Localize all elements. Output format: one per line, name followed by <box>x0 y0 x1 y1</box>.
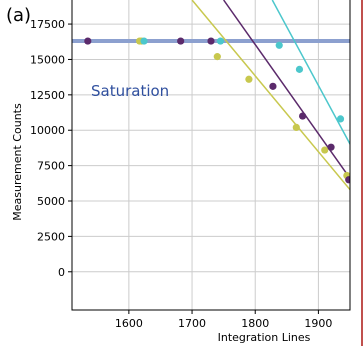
y-tick-label: 15000 <box>30 53 65 66</box>
y-axis-ticks: 0 2500 5000 7500 10000 12500 15000 17500 <box>30 18 72 279</box>
y-tick-label: 0 <box>58 266 65 279</box>
data-point-series-1 <box>321 146 329 154</box>
data-point-series-1 <box>292 123 300 131</box>
data-point-series-2 <box>345 176 350 184</box>
data-point-series-2 <box>177 37 185 45</box>
data-point-series-3 <box>336 115 345 123</box>
y-axis-label: Measurement Counts <box>11 103 24 221</box>
fit-line-3 <box>271 0 350 146</box>
x-tick-label: 1700 <box>178 317 206 330</box>
data-point-series-3 <box>295 65 304 73</box>
y-tick-label: 17500 <box>30 18 65 31</box>
fit-line-1 <box>191 0 350 191</box>
y-tick-label: 5000 <box>37 195 65 208</box>
data-point-series-2 <box>269 82 277 90</box>
y-tick-label: 10000 <box>30 124 65 137</box>
saturation-label: Saturation <box>91 82 169 100</box>
data-points <box>84 37 350 184</box>
data-point-series-3 <box>140 37 148 45</box>
data-point-series-2 <box>327 143 335 151</box>
panel-label: (a) <box>6 5 31 26</box>
x-tick-label: 1600 <box>115 317 143 330</box>
x-tick-label: 1900 <box>304 317 332 330</box>
y-tick-label: 2500 <box>37 230 65 243</box>
data-point-series-2 <box>207 37 215 45</box>
data-point-series-1 <box>245 75 253 83</box>
y-tick-label: 12500 <box>30 89 65 102</box>
grid-lines <box>72 0 350 310</box>
data-point-series-1 <box>213 53 221 61</box>
data-point-series-3 <box>275 41 283 49</box>
x-axis-label: Integration Lines <box>218 331 311 344</box>
panel-divider <box>361 0 363 346</box>
x-axis-ticks: 16001700180019002 <box>115 310 332 330</box>
plot-frame <box>71 0 351 311</box>
data-point-series-3 <box>216 37 225 45</box>
data-point-series-2 <box>84 37 92 45</box>
y-tick-label: 7500 <box>37 160 65 173</box>
data-point-series-2 <box>299 112 307 120</box>
x-tick-label: 1800 <box>241 317 269 330</box>
